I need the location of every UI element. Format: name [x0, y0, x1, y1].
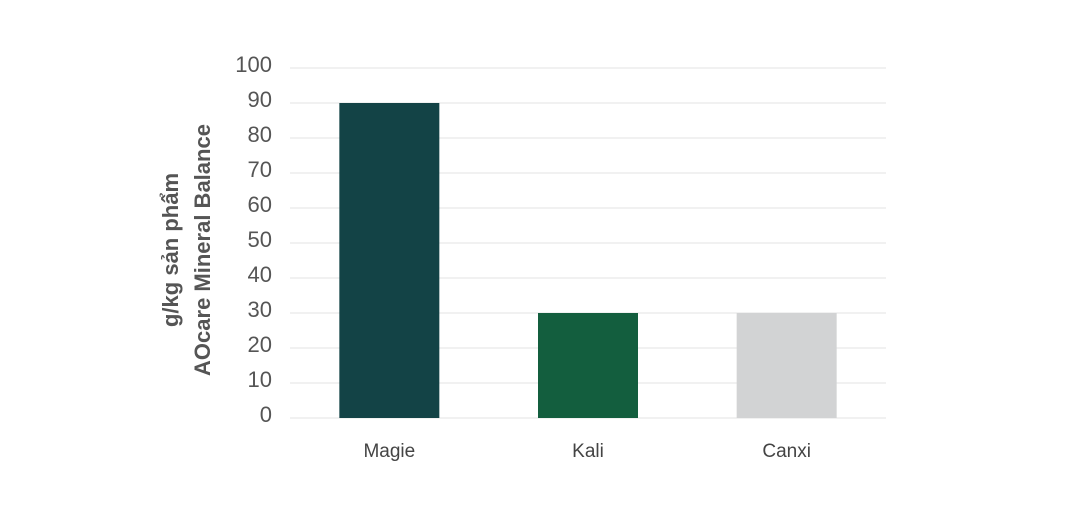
y-axis-title: g/kg sản phẩm AOcare Mineral Balance: [158, 124, 215, 376]
y-tick-label: 100: [235, 52, 272, 77]
x-tick-label: Kali: [572, 441, 604, 462]
bar: [339, 103, 440, 418]
y-tick-label: 50: [248, 227, 272, 252]
y-axis-title-line: g/kg sản phẩm: [158, 173, 183, 327]
x-tick-label: Magie: [363, 441, 415, 462]
y-tick-label: 40: [248, 262, 272, 287]
y-tick-label: 0: [260, 402, 272, 427]
y-tick-label: 10: [248, 367, 272, 392]
y-tick-label: 30: [248, 297, 272, 322]
y-tick-label: 80: [248, 122, 272, 147]
bar: [538, 313, 638, 418]
y-axis-title-line: AOcare Mineral Balance: [190, 124, 215, 376]
x-tick-label: Canxi: [762, 441, 811, 462]
y-tick-label: 60: [248, 192, 272, 217]
y-tick-label: 90: [248, 87, 272, 112]
y-tick-label: 70: [248, 157, 272, 182]
bar: [736, 313, 837, 418]
y-tick-label: 20: [248, 332, 272, 357]
